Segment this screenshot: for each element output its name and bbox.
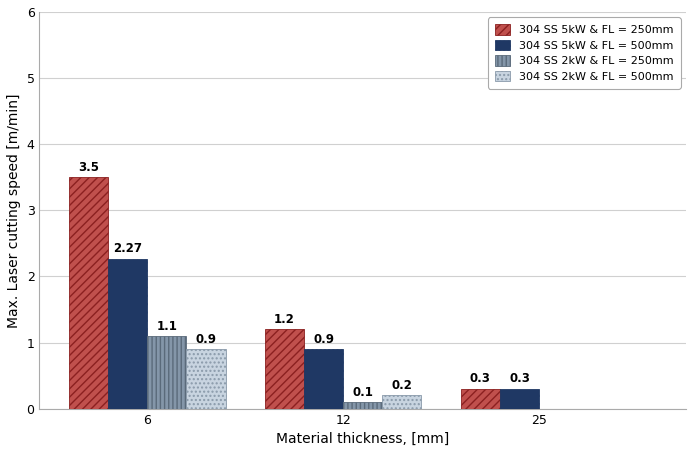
Text: 3.5: 3.5: [78, 161, 99, 174]
Bar: [343, 402, 383, 409]
Bar: [500, 389, 539, 409]
X-axis label: Material thickness, [mm]: Material thickness, [mm]: [276, 432, 449, 446]
Text: 0.1: 0.1: [352, 386, 373, 399]
Text: 0.9: 0.9: [195, 333, 216, 346]
Text: 0.2: 0.2: [392, 379, 412, 392]
Bar: [186, 349, 225, 409]
Bar: [461, 389, 500, 409]
Y-axis label: Max. Laser cutting speed [m/min]: Max. Laser cutting speed [m/min]: [7, 93, 21, 328]
Bar: [147, 336, 186, 409]
Bar: [383, 395, 421, 409]
Legend: 304 SS 5kW & FL = 250mm, 304 SS 5kW & FL = 500mm, 304 SS 2kW & FL = 250mm, 304 S: 304 SS 5kW & FL = 250mm, 304 SS 5kW & FL…: [488, 18, 681, 89]
Text: 0.3: 0.3: [470, 372, 491, 386]
Text: 2.27: 2.27: [113, 242, 142, 255]
Text: 0.3: 0.3: [509, 372, 530, 386]
Bar: [304, 349, 343, 409]
Bar: [265, 329, 304, 409]
Text: 1.1: 1.1: [157, 320, 177, 333]
Bar: [108, 259, 147, 409]
Text: 0.9: 0.9: [313, 333, 334, 346]
Text: 1.2: 1.2: [274, 313, 295, 326]
Bar: [69, 177, 108, 409]
